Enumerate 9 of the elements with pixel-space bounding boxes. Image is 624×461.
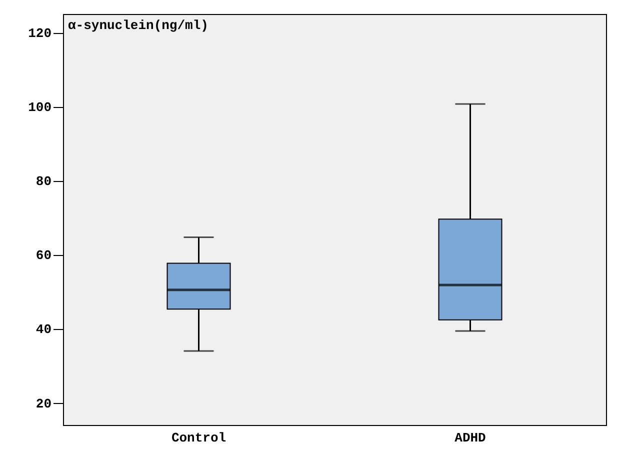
y-tick-label: 60 — [36, 248, 52, 264]
x-tick-label: Control — [171, 430, 226, 446]
x-tick-label: ADHD — [454, 430, 486, 446]
y-tick-label: 40 — [36, 322, 52, 338]
y-tick-label: 20 — [36, 396, 52, 412]
y-tick-label: 100 — [28, 100, 52, 116]
y-tick-label: 120 — [28, 26, 52, 42]
y-tick-label: 80 — [36, 174, 52, 190]
y-axis-title: α-synuclein(ng/ml) — [68, 18, 208, 33]
